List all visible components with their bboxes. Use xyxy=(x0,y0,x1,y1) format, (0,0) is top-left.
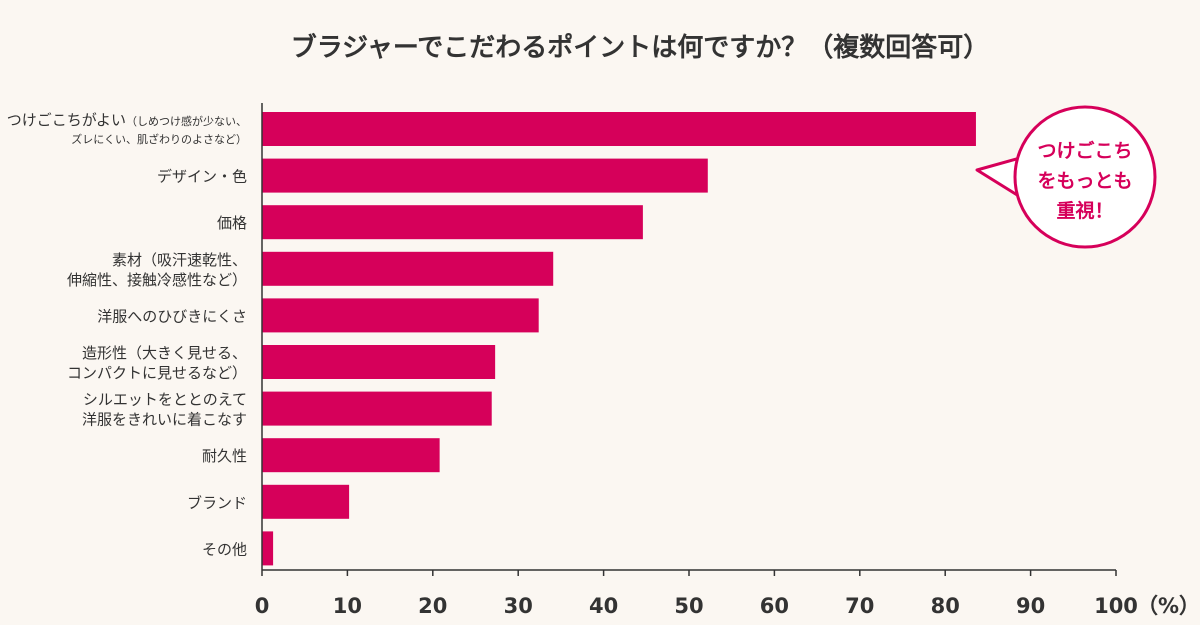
bar-9 xyxy=(262,531,274,566)
x-tick-label-0: 0 xyxy=(255,594,270,618)
callout-tail xyxy=(975,156,1023,200)
x-axis-unit: （%） xyxy=(1137,594,1200,618)
callout-text-line3: 重視！ xyxy=(1056,199,1113,222)
x-tick-label-10: 10 xyxy=(333,594,362,618)
category-label-0: つけごこちがよい（しめつけ感が少ない、 xyxy=(7,111,247,129)
bar-5 xyxy=(262,345,496,379)
bar-7 xyxy=(262,438,440,473)
x-tick-label-50: 50 xyxy=(674,594,703,618)
bar-0 xyxy=(262,112,976,146)
category-label-1: デザイン・色 xyxy=(157,168,247,186)
category-label-7: 耐久性 xyxy=(202,447,247,465)
x-tick-label-70: 70 xyxy=(845,594,874,618)
category-label-4: 洋服へのひびきにくさ xyxy=(97,307,247,325)
x-tick-label-30: 30 xyxy=(504,594,533,618)
x-tick-label-80: 80 xyxy=(931,594,960,618)
bar-1 xyxy=(262,158,708,193)
callout-text-line2: をもっとも xyxy=(1037,170,1132,192)
tick-labels-group: 0 10 20 30 40 50 60 70 80 90 100 （%） xyxy=(255,594,1200,618)
x-tick-label-20: 20 xyxy=(418,594,447,618)
category-labels-group: つけごこちがよい（しめつけ感が少ない、ズレにくい、肌ざわりのよさなど） デザイン・… xyxy=(7,111,247,558)
category-label-3-line1: 素材（吸汗速乾性、 xyxy=(112,251,247,269)
category-label-6-line2: 洋服をきれいに着こなす xyxy=(82,411,247,429)
category-label-2: 価格 xyxy=(217,214,247,232)
x-tick-label-100: 100 xyxy=(1094,594,1138,618)
x-tick-label-40: 40 xyxy=(589,594,618,618)
category-label-6-line1: シルエットをととのえて xyxy=(83,391,247,409)
bar-4 xyxy=(262,298,539,333)
bar-3 xyxy=(262,251,554,286)
bar-2 xyxy=(262,205,643,240)
category-label-5-line1: 造形性（大きく見せる、 xyxy=(82,344,247,362)
category-label-9: その他 xyxy=(202,540,247,558)
category-label-0-main: つけごこちがよい xyxy=(7,111,126,129)
bars-group xyxy=(262,112,976,566)
bar-6 xyxy=(262,391,492,426)
callout-text-line1: つけごこち xyxy=(1037,139,1132,162)
callout-circle xyxy=(1013,105,1157,249)
category-label-0-sub: （しめつけ感が少ない、 xyxy=(126,114,247,128)
category-label-5-line2: コンパクトに見せるなど） xyxy=(67,364,247,382)
chart-title: ブラジャーでこだわるポイントは何ですか？（複数回答可） xyxy=(291,32,990,63)
category-label-0-line2: ズレにくい、肌ざわりのよさなど） xyxy=(71,132,247,146)
x-tick-label-90: 90 xyxy=(1016,594,1045,618)
x-tick-label-60: 60 xyxy=(760,594,789,618)
axes-group xyxy=(261,103,1117,576)
category-label-8: ブランド xyxy=(187,494,247,512)
bar-8 xyxy=(262,484,350,519)
category-label-3-line2: 伸縮性、接触冷感性など） xyxy=(67,271,247,289)
